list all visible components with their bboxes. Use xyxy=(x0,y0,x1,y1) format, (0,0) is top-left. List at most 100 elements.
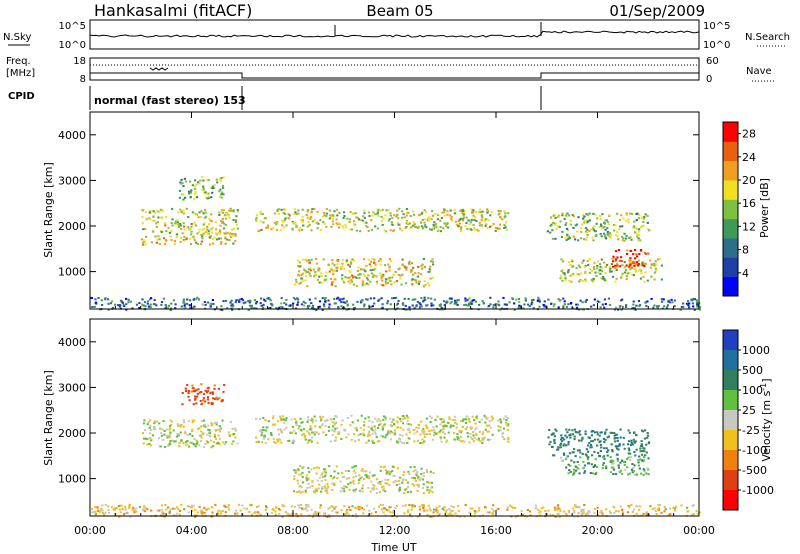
x-tick-label: 00:00 xyxy=(74,524,106,537)
x-tick-label: 00:00 xyxy=(683,524,715,537)
power-colorbar-swatch xyxy=(723,257,738,278)
velocity-colorbar-tick-label: -100 xyxy=(742,444,767,457)
velocity-echo-layer xyxy=(91,383,701,518)
x-tick-label: 12:00 xyxy=(379,524,411,537)
velocity-colorbar: 1000 500 100 25 -25 -100 -500 -1000 xyxy=(722,329,774,511)
y-tick-label: 3000 xyxy=(58,381,86,394)
power-colorbar-tick-label: 12 xyxy=(742,220,756,233)
velocity-colorbar-label: Velocity [m s-1] xyxy=(759,378,773,461)
date-title: 01/Sep/2009 xyxy=(609,2,705,20)
y-tick-label: 2000 xyxy=(58,427,86,440)
echo-region-6 xyxy=(612,249,650,269)
power-colorbar-swatch xyxy=(723,122,738,142)
echo-region-2 xyxy=(255,207,510,233)
beam-title: Beam 05 xyxy=(366,2,433,20)
freq-label-2: [MHz] xyxy=(6,68,35,79)
echo-region-3 xyxy=(293,465,435,495)
velocity-colorbar-tick-label: -25 xyxy=(742,424,760,437)
nsearch-label: N.Search xyxy=(745,32,790,43)
velocity-colorbar-swatch xyxy=(723,490,738,511)
x-tick-label: 04:00 xyxy=(176,524,208,537)
echo-region-7 xyxy=(90,296,702,311)
velocity-y-axis: 4000 3000 2000 1000 xyxy=(58,336,699,486)
velocity-colorbar-tick-label: -1000 xyxy=(742,484,774,497)
echo-region-1 xyxy=(140,207,239,246)
nsky-trace xyxy=(89,30,700,38)
power-colorbar-swatch xyxy=(723,218,738,239)
velocity-colorbar-swatch xyxy=(723,350,738,371)
freq-label-1: Freq. xyxy=(6,56,31,67)
velocity-colorbar-swatch xyxy=(723,370,738,391)
power-y-axis-label: Slant Range [km] xyxy=(42,162,55,258)
station-title: Hankasalmi (fitACF) xyxy=(94,1,252,20)
velocity-colorbar-tick-label: 25 xyxy=(742,404,756,417)
power-colorbar-swatch xyxy=(723,180,738,200)
nsky-label: N.Sky xyxy=(3,32,31,43)
nsky-tick-bottom: 10^0 xyxy=(59,40,86,51)
x-tick-label: 20:00 xyxy=(582,524,614,537)
velocity-colorbar-swatch xyxy=(723,450,738,471)
nave-tick-bottom: 0 xyxy=(706,74,712,85)
y-tick-label: 1000 xyxy=(58,266,86,279)
power-panel-frame xyxy=(89,111,700,310)
power-colorbar-swatch xyxy=(723,238,738,258)
velocity-colorbar-tick-label: 100 xyxy=(742,384,763,397)
velocity-colorbar-swatch xyxy=(723,470,738,491)
power-colorbar: 28 24 20 16 12 8 4 xyxy=(722,121,756,297)
power-colorbar-swatch xyxy=(723,141,738,162)
velocity-colorbar-swatch xyxy=(723,390,738,411)
power-y-axis: 4000 3000 2000 1000 xyxy=(58,129,699,279)
y-tick-label: 1000 xyxy=(58,473,86,486)
power-colorbar-swatch xyxy=(723,276,738,297)
cpid-label: CPID xyxy=(8,91,35,102)
cpid-text: normal (fast stereo) 153 xyxy=(94,94,246,107)
echo-region-0 xyxy=(178,175,225,201)
echo-region-3 xyxy=(294,258,435,288)
power-colorbar-tick-label: 16 xyxy=(742,197,756,210)
power-colorbar-tick-label: 20 xyxy=(742,174,756,187)
power-colorbar-tick-label: 4 xyxy=(742,267,749,280)
y-tick-label: 3000 xyxy=(58,174,86,187)
nsearch-tick-bottom: 10^0 xyxy=(703,40,730,51)
x-tick-label: 08:00 xyxy=(277,524,309,537)
freq-scatter xyxy=(149,67,169,71)
echo-region-0 xyxy=(181,383,226,406)
echo-region-5 xyxy=(559,258,663,283)
nave-label: Nave xyxy=(746,66,772,77)
echo-region-2 xyxy=(255,414,510,445)
velocity-panel-frame xyxy=(89,318,700,517)
echo-region-4 xyxy=(547,428,651,458)
velocity-colorbar-swatch xyxy=(723,430,738,451)
x-axis-label: Time UT xyxy=(370,541,416,554)
power-colorbar-swatch xyxy=(723,199,738,220)
freq-trace xyxy=(90,72,699,79)
velocity-colorbar-tick-label: -500 xyxy=(742,464,767,477)
echo-region-5 xyxy=(560,456,650,476)
power-colorbar-tick-label: 28 xyxy=(742,128,756,141)
power-colorbar-tick-label: 24 xyxy=(742,151,756,164)
velocity-colorbar-tick-label: 500 xyxy=(742,364,763,377)
velocity-colorbar-tick-label: 1000 xyxy=(742,344,770,357)
echo-region-1 xyxy=(141,419,239,449)
power-colorbar-label: Power [dB] xyxy=(758,178,771,238)
velocity-colorbar-frame xyxy=(722,329,739,511)
y-tick-label: 4000 xyxy=(58,129,86,142)
y-tick-label: 2000 xyxy=(58,220,86,233)
nsky-tick-top: 10^5 xyxy=(59,21,86,32)
power-colorbar-tick-label: 8 xyxy=(742,244,749,257)
velocity-colorbar-swatch xyxy=(723,410,738,431)
freq-tick-bottom: 8 xyxy=(80,74,86,85)
nsearch-tick-top: 10^5 xyxy=(703,21,730,32)
time-x-axis: 00:00 04:00 08:00 12:00 16:00 20:00 00:00 xyxy=(74,112,715,537)
x-tick-label: 16:00 xyxy=(480,524,512,537)
velocity-y-axis-label: Slant Range [km] xyxy=(42,370,55,466)
nave-tick-top: 60 xyxy=(706,56,719,67)
power-colorbar-swatch xyxy=(723,160,738,181)
y-tick-label: 4000 xyxy=(58,336,86,349)
freq-tick-top: 18 xyxy=(73,56,86,67)
velocity-colorbar-swatch xyxy=(723,330,738,351)
nsky-panel-frame xyxy=(89,19,700,50)
freq-panel-frame xyxy=(89,57,700,81)
echo-region-4 xyxy=(546,212,651,242)
